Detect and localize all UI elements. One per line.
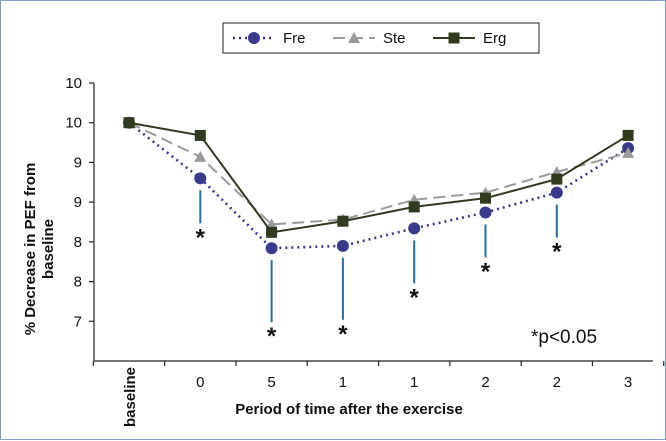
data-point-erg xyxy=(123,117,135,129)
series-line-ste xyxy=(128,121,629,226)
legend-box xyxy=(222,22,540,54)
data-point-erg xyxy=(266,226,278,238)
x-tick-label: baseline xyxy=(122,367,139,427)
series-line-fre xyxy=(128,121,629,250)
y-tick-label: 9 xyxy=(74,194,82,211)
legend-marker-ste xyxy=(348,32,360,43)
data-point-fre xyxy=(336,239,349,252)
legend-marker-fre xyxy=(248,32,260,44)
legend-label-ste: Ste xyxy=(383,30,406,47)
significance-star: * xyxy=(410,284,420,311)
legend-marker-erg xyxy=(448,32,460,44)
x-tick-label: 0 xyxy=(196,374,204,391)
y-axis-title-line2: baseline xyxy=(40,219,57,279)
data-point-erg xyxy=(551,173,563,185)
data-point-erg xyxy=(622,129,634,141)
significance-star: * xyxy=(552,239,562,266)
data-point-fre xyxy=(194,172,207,185)
axes-layer: 10 10 9 9 8 8 7 baseline 0 5 1 1 2 2 3 xyxy=(65,75,665,427)
x-tick-label: 2 xyxy=(553,374,561,391)
significance-star: * xyxy=(338,321,348,348)
legend-layer: Fre Ste Erg xyxy=(222,22,540,54)
data-point-erg xyxy=(337,215,349,227)
legend-label-fre: Fre xyxy=(283,30,306,47)
x-tick-label: 1 xyxy=(339,374,347,391)
y-tick-label: 9 xyxy=(74,154,82,171)
y-tick-label: 7 xyxy=(74,313,82,330)
data-point-fre xyxy=(550,186,563,199)
legend-label-erg: Erg xyxy=(483,30,506,47)
y-tick-label: 8 xyxy=(74,274,82,291)
significance-star: * xyxy=(267,323,277,350)
x-tick-label: 1 xyxy=(410,374,418,391)
series-line-erg xyxy=(128,121,629,234)
significance-star: * xyxy=(481,258,491,285)
series-layer xyxy=(123,116,635,255)
y-tick-label: 8 xyxy=(74,234,82,251)
annotation-layer: * * * * * * xyxy=(196,190,562,350)
data-point-fre xyxy=(408,222,421,235)
y-axis-title-line1: % Decrease in PEF from xyxy=(22,163,39,336)
data-point-fre xyxy=(265,242,278,255)
data-point-erg xyxy=(480,192,491,204)
y-tick-label: 10 xyxy=(65,115,82,132)
data-point-erg xyxy=(408,201,420,213)
x-tick-label: 5 xyxy=(267,374,275,391)
data-point-ste xyxy=(194,150,207,162)
data-point-ste xyxy=(622,146,635,158)
x-tick-label: 2 xyxy=(481,374,489,391)
data-point-fre xyxy=(479,206,492,219)
series-erg xyxy=(123,117,634,238)
significance-star: * xyxy=(196,224,206,251)
x-tick-label: 3 xyxy=(624,374,632,391)
data-point-erg xyxy=(194,129,206,141)
significance-note: *p<0.05 xyxy=(531,327,597,348)
y-tick-label: 10 xyxy=(65,75,82,92)
x-axis-title: Period of time after the exercise xyxy=(235,401,463,418)
